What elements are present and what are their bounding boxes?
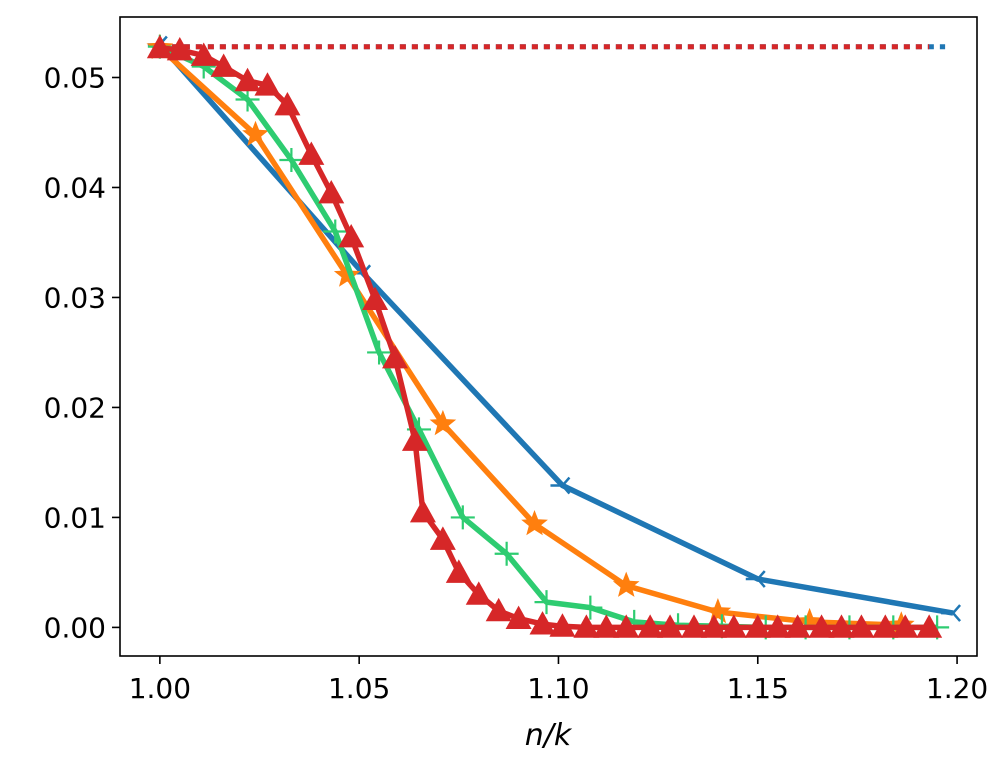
data-point: [573, 614, 600, 638]
data-point: [613, 614, 640, 638]
data-point: [700, 614, 727, 638]
y-tick-label: 0.00: [44, 611, 106, 644]
y-tick-label: 0.05: [44, 61, 106, 94]
x-tick-label: 1.20: [926, 672, 988, 705]
series-3: [147, 34, 950, 640]
x-tick-label: 1.00: [129, 672, 191, 705]
data-point: [450, 505, 475, 530]
data-point: [429, 409, 457, 436]
data-point: [367, 340, 392, 365]
data-point: [279, 147, 304, 172]
series-2: [146, 33, 915, 637]
series-1: [147, 35, 962, 622]
data-point: [612, 571, 640, 597]
data-point: [941, 604, 962, 622]
data-point: [764, 614, 791, 638]
data-point: [298, 141, 325, 165]
data-point: [323, 219, 348, 244]
data-point: [242, 120, 269, 146]
axes: 1.00 1.05 1.10 1.15 1.20 0.00 0.01 0.02 0.03 0.04…: [44, 61, 989, 705]
data-point: [333, 261, 361, 287]
data-point: [744, 614, 771, 638]
data-point: [494, 541, 519, 566]
data-point: [704, 598, 732, 624]
data-point: [784, 614, 811, 638]
data-point: [578, 595, 603, 620]
series-line: [158, 44, 938, 631]
plot-frame: [119, 16, 978, 657]
data-point: [210, 53, 237, 77]
data-point: [550, 476, 571, 495]
y-tick-label: 0.01: [44, 501, 106, 534]
data-point: [318, 179, 345, 204]
series-line: [157, 42, 954, 616]
x-tick-label: 1.05: [328, 672, 390, 705]
data-point: [274, 91, 301, 116]
data-point: [796, 607, 823, 634]
y-tick-label: 0.04: [44, 171, 106, 204]
data-point: [549, 613, 576, 637]
data-point: [234, 67, 261, 92]
data-point: [254, 72, 281, 96]
data-point: [429, 526, 456, 550]
x-tick-label: 1.10: [527, 672, 589, 705]
data-point: [720, 614, 747, 638]
plot-area: [146, 33, 962, 640]
data-point: [465, 581, 492, 605]
data-point: [680, 614, 707, 638]
data-point: [828, 614, 855, 638]
series-4: [146, 34, 943, 638]
data-point: [409, 498, 436, 523]
data-point: [445, 559, 472, 583]
data-point: [166, 36, 193, 61]
data-point: [657, 614, 684, 638]
data-point: [593, 614, 620, 638]
data-point: [916, 614, 943, 638]
x-tick-label: 1.15: [727, 672, 789, 705]
data-point: [362, 286, 389, 311]
y-tick-label: 0.02: [44, 391, 106, 424]
data-point: [808, 614, 835, 638]
data-point: [521, 510, 548, 536]
data-point: [637, 614, 664, 638]
data-point: [529, 611, 556, 635]
data-point: [534, 590, 559, 615]
data-point: [485, 597, 512, 622]
data-point: [848, 614, 875, 638]
y-tick-label: 0.03: [44, 281, 106, 314]
data-point: [338, 223, 365, 248]
data-point: [401, 427, 428, 451]
data-point: [505, 605, 532, 630]
data-point: [190, 42, 217, 66]
data-point: [745, 570, 766, 588]
data-point: [892, 614, 919, 638]
data-point: [235, 87, 260, 112]
data-point: [146, 34, 173, 59]
x-axis-label: n/k: [525, 718, 573, 753]
data-point: [382, 344, 409, 369]
data-point: [872, 614, 899, 638]
